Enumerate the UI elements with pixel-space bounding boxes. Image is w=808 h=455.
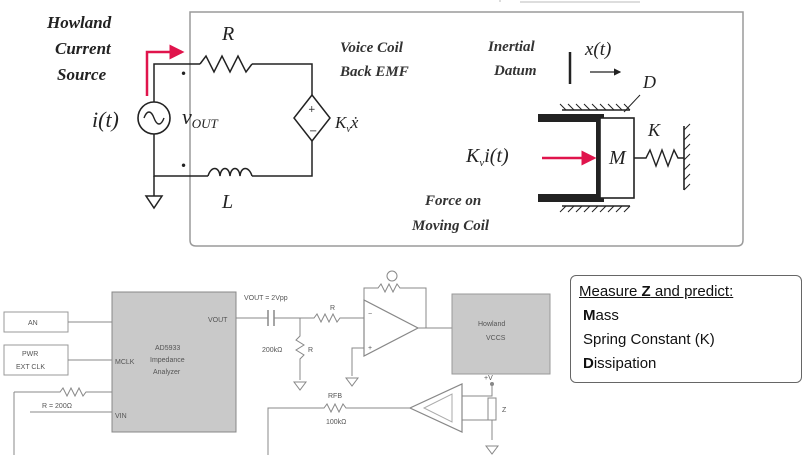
pin-mclk: MCLK <box>115 359 135 366</box>
damper-leader <box>623 94 641 113</box>
chip-line2: Impedance <box>150 357 185 364</box>
input-box-pwr <box>3 344 69 376</box>
rfb-value: 100kΩ <box>326 419 346 426</box>
force-on-line1: Force on <box>424 193 481 209</box>
top-rail-hatch <box>559 103 631 111</box>
r2-resistor <box>295 318 305 380</box>
x-of-t-label: x(t) <box>584 39 611 60</box>
howland-title-line2: Current <box>55 39 112 58</box>
sense-node-top <box>490 382 494 386</box>
howland-vccs-box <box>451 293 551 375</box>
spring-symbol <box>634 148 684 168</box>
sense-label: Z <box>502 407 507 414</box>
inductor-l-symbol <box>207 167 253 177</box>
inertial-datum-line2: Datum <box>493 63 537 79</box>
feedback-resistor-left <box>14 386 112 398</box>
r1-label: R <box>330 305 335 312</box>
kv-xdot-label: Kvẋ <box>334 113 359 135</box>
vccs-line1: Howland <box>478 321 505 328</box>
opamp1-plus-wire <box>351 347 364 376</box>
red-current-arrow <box>145 44 185 96</box>
node-labels: +V <box>484 375 493 382</box>
howland-title-line1: Howland <box>46 13 112 32</box>
howland-title-line3: Source <box>57 65 107 84</box>
input-an-label: AN <box>28 320 38 327</box>
force-kv-label: Kvi(t) <box>465 145 509 169</box>
diamond-plus: + <box>308 105 316 115</box>
measure-item-spring: Spring Constant (K) <box>583 331 715 348</box>
measure-predict-box: Measure Z and predict: Mass Spring Const… <box>570 275 802 383</box>
chip-line1: AD5933 <box>155 345 180 352</box>
mass-m-label: M <box>608 147 627 169</box>
it-label: i(t) <box>92 107 119 132</box>
ground-r2 <box>293 381 307 391</box>
rfb-label: RFB <box>328 393 342 400</box>
ground-symbol <box>144 176 164 210</box>
chip-line3: Analyzer <box>153 369 181 376</box>
mechanical-panel-border <box>189 11 744 247</box>
opamp-2 <box>408 383 463 433</box>
inertial-datum-line1: Inertial <box>487 39 536 55</box>
loop-wire-top-right <box>252 63 313 95</box>
r2-label: R <box>308 347 313 354</box>
sine-wave-icon <box>143 111 165 125</box>
r2-left-label: 200kΩ <box>262 347 282 354</box>
diamond-minus: − <box>309 126 317 137</box>
opamp-1 <box>363 299 420 357</box>
measure-title: Measure Z and predict: <box>579 283 734 300</box>
loop-wire-bottom-right <box>252 141 313 177</box>
input-pwr-line2: EXT CLK <box>16 364 45 371</box>
opamp1-feedback <box>363 282 427 328</box>
opamp1-minus: − <box>368 311 372 318</box>
back-emf-line2: Back EMF <box>339 64 409 80</box>
coupling-capacitor <box>267 310 275 326</box>
cap-label: VOUT = 2Vpp <box>244 295 288 302</box>
input-pwr-line1: PWR <box>22 351 38 358</box>
back-emf-line1: Voice Coil <box>340 40 404 56</box>
pin-vin: VIN <box>115 413 127 420</box>
loop-wire-top-left <box>153 63 200 102</box>
force-on-line2: Moving Coil <box>411 218 490 234</box>
feedback-node <box>386 270 398 282</box>
spring-k-label: K <box>647 120 661 140</box>
rfb-resistor <box>267 402 410 455</box>
inner-buffer <box>422 393 453 423</box>
vout-label: vOUT <box>182 104 219 131</box>
mass-block <box>599 117 635 199</box>
ad5933-chip <box>111 291 237 433</box>
measure-item-mass: Mass <box>583 307 619 324</box>
damper-d-label: D <box>642 72 656 92</box>
sense-resistor <box>487 397 497 421</box>
wall-hatch <box>683 123 691 191</box>
minus-mark: • <box>180 159 187 173</box>
opamp1-plus: + <box>368 345 372 352</box>
ground-sense <box>485 445 499 455</box>
bottom-rail-hatch <box>559 205 631 213</box>
inductor-l-label: L <box>221 191 233 213</box>
ground-opamp1 <box>345 377 359 387</box>
resistor-r-label: R <box>221 23 234 45</box>
resistor-r-symbol <box>199 54 253 74</box>
rfb-left-label: R = 200Ω <box>42 403 72 410</box>
vccs-line2: VCCS <box>486 335 506 342</box>
measure-item-dissipation: Dissipation <box>583 355 657 372</box>
pin-vout: VOUT <box>208 317 228 324</box>
panel-top-fragment <box>499 0 640 3</box>
r1-resistor <box>274 312 364 324</box>
plus-mark: • <box>180 67 187 81</box>
